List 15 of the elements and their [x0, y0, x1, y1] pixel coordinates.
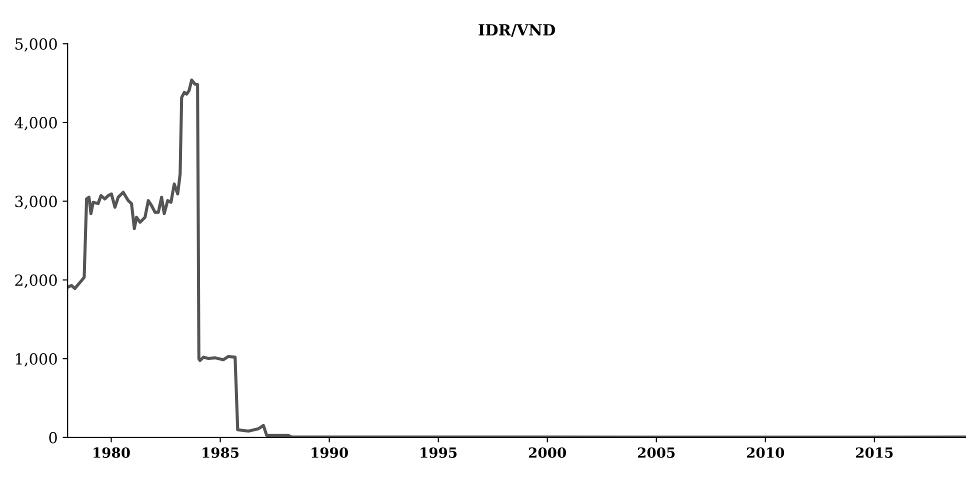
y-tick-label: 1,000	[16, 353, 57, 367]
x-tick-label: 2005	[638, 447, 675, 458]
y-tick-label: 3,000	[15, 196, 57, 210]
x-tick-label: 2000	[528, 447, 566, 458]
y-tick-label: 2,000	[15, 274, 57, 288]
y-tick-label: 0	[49, 432, 57, 444]
x-tick-label: 1985	[202, 447, 239, 458]
x-tick-label: 1980	[94, 447, 130, 458]
y-tick-label: 4,000	[14, 116, 57, 130]
x-tick-label: 2010	[746, 447, 784, 458]
x-tick-label: 1990	[312, 447, 348, 458]
x-tick-label: 2015	[856, 447, 893, 458]
y-tick-label: 5,000	[15, 38, 57, 52]
chart-title: IDR/VND	[478, 24, 556, 37]
x-tick-label: 1995	[420, 447, 457, 458]
